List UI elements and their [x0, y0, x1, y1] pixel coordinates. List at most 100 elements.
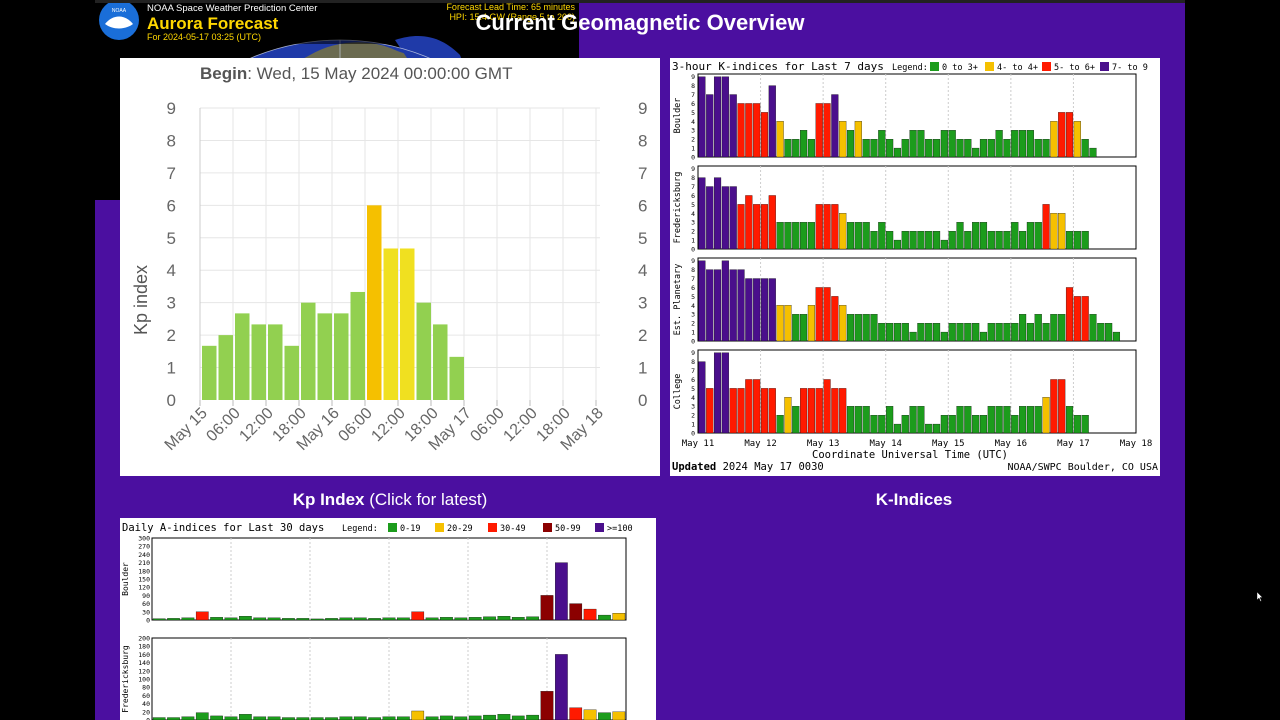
k-bar: [1073, 415, 1081, 434]
a-bar: [325, 618, 338, 621]
k-bar: [1089, 147, 1097, 158]
k-bar: [893, 147, 902, 158]
noaa-logo-text: NOAA: [112, 8, 127, 14]
kp-xtick: May 15: [162, 405, 211, 454]
kp-chart-panel[interactable]: Begin: Wed, 15 May 2024 00:00:00 GMT Kp …: [120, 58, 660, 476]
k-legend-swatch: [930, 62, 939, 71]
k-bar: [784, 222, 792, 250]
k-ytick: 0: [691, 430, 695, 438]
kp-bar: [400, 248, 415, 400]
k-bar: [1058, 314, 1066, 342]
k-bar: [925, 231, 933, 250]
k-bar: [1011, 222, 1019, 250]
k-ytick: 1: [691, 329, 695, 337]
a-bar: [239, 616, 252, 621]
kp-index-link[interactable]: Kp Index (Click for latest): [292, 490, 488, 509]
k-bar: [893, 323, 902, 342]
k-ytick: 4: [691, 118, 695, 126]
a-legend-swatch: [388, 523, 397, 532]
k-bar: [815, 287, 823, 342]
k-credit: NOAA/SWPC Boulder, CO USA: [1007, 462, 1158, 473]
k-bar: [839, 213, 847, 250]
a-bar: [224, 617, 238, 621]
a-ytick: 120: [138, 584, 150, 592]
k-bar: [784, 139, 792, 158]
a-ytick: 180: [138, 643, 150, 651]
kp-bar: [301, 302, 316, 400]
k-bar: [995, 406, 1003, 434]
k-bar: [1019, 231, 1027, 250]
k-bar: [940, 331, 948, 342]
kp-xtick: 06:00: [335, 405, 375, 445]
a-bar: [195, 712, 209, 720]
page-title: Current Geomagnetic Overview: [475, 10, 805, 35]
a-bar: [267, 617, 281, 621]
k-ytick: 5: [691, 109, 695, 117]
k-bar: [729, 186, 737, 250]
k-bar: [1058, 112, 1066, 158]
k-bar: [1050, 379, 1058, 434]
k-bar: [1011, 323, 1019, 342]
k-bar: [964, 231, 972, 250]
k-bar: [760, 388, 769, 434]
k-bar: [846, 222, 855, 250]
k-bar: [1042, 139, 1050, 158]
kp-ytick-left: 6: [167, 196, 176, 215]
a-station-label: Fredericksburg: [121, 645, 130, 713]
a-ytick: 80: [142, 684, 150, 692]
k-bar: [1097, 323, 1105, 342]
kp-xtick: 12:00: [500, 405, 540, 445]
k-bar: [768, 388, 776, 434]
k-bar: [1065, 231, 1074, 250]
a-legend-label: 30-49: [500, 524, 526, 534]
k-bar: [1042, 204, 1050, 250]
a-bar: [296, 618, 310, 621]
aurora-hpi: HPI: 15.4 GW (Range 5 to 200): [449, 12, 575, 22]
kp-ytick-left: 9: [167, 99, 176, 118]
k-ytick: 0: [691, 154, 695, 162]
k-bar: [1003, 139, 1011, 158]
k-bar: [745, 195, 753, 250]
mouse-cursor-icon: [1257, 592, 1263, 602]
a-ytick: 30: [142, 608, 150, 616]
k-bar: [846, 130, 855, 158]
a-bar: [569, 603, 583, 621]
a-bar: [339, 617, 353, 621]
kp-ytick-right: 3: [638, 294, 647, 313]
a-indices-chart-panel[interactable]: Daily A-indices for Last 30 days Legend:…: [120, 518, 656, 720]
a-bar: [583, 608, 597, 621]
k-bar: [706, 269, 714, 342]
a-bar: [152, 618, 166, 621]
a-legend-label: 0-19: [400, 524, 420, 534]
k-xtick: May 16: [995, 439, 1028, 449]
k-indices-chart-panel[interactable]: 3-hour K-indices for Last 7 days Legend:…: [670, 58, 1160, 476]
k-bar: [745, 278, 753, 342]
kp-bar: [383, 248, 398, 400]
k-bar: [917, 231, 925, 250]
k-bar: [768, 85, 776, 158]
a-bar: [454, 716, 468, 720]
k-bar: [956, 139, 964, 158]
k-bar: [854, 406, 862, 434]
k-bar: [964, 139, 972, 158]
a-ytick: 60: [142, 600, 150, 608]
a-bar: [282, 618, 295, 621]
k-bar: [737, 269, 745, 342]
k-xtick: May 13: [807, 439, 840, 449]
k-bar: [815, 204, 823, 250]
a-bar: [181, 716, 195, 720]
k-bar: [932, 139, 941, 158]
k-bar: [1034, 222, 1042, 250]
k-bar: [917, 323, 925, 342]
k-bar: [1050, 121, 1058, 158]
a-ytick: 180: [138, 567, 150, 575]
a-bar: [612, 613, 626, 621]
k-bar: [698, 76, 706, 158]
a-bar: [555, 562, 568, 621]
a-bar: [511, 617, 525, 621]
k-bar: [1019, 406, 1027, 434]
a-bar: [583, 709, 597, 720]
a-legend-swatch: [435, 523, 444, 532]
k-bar: [776, 222, 784, 250]
